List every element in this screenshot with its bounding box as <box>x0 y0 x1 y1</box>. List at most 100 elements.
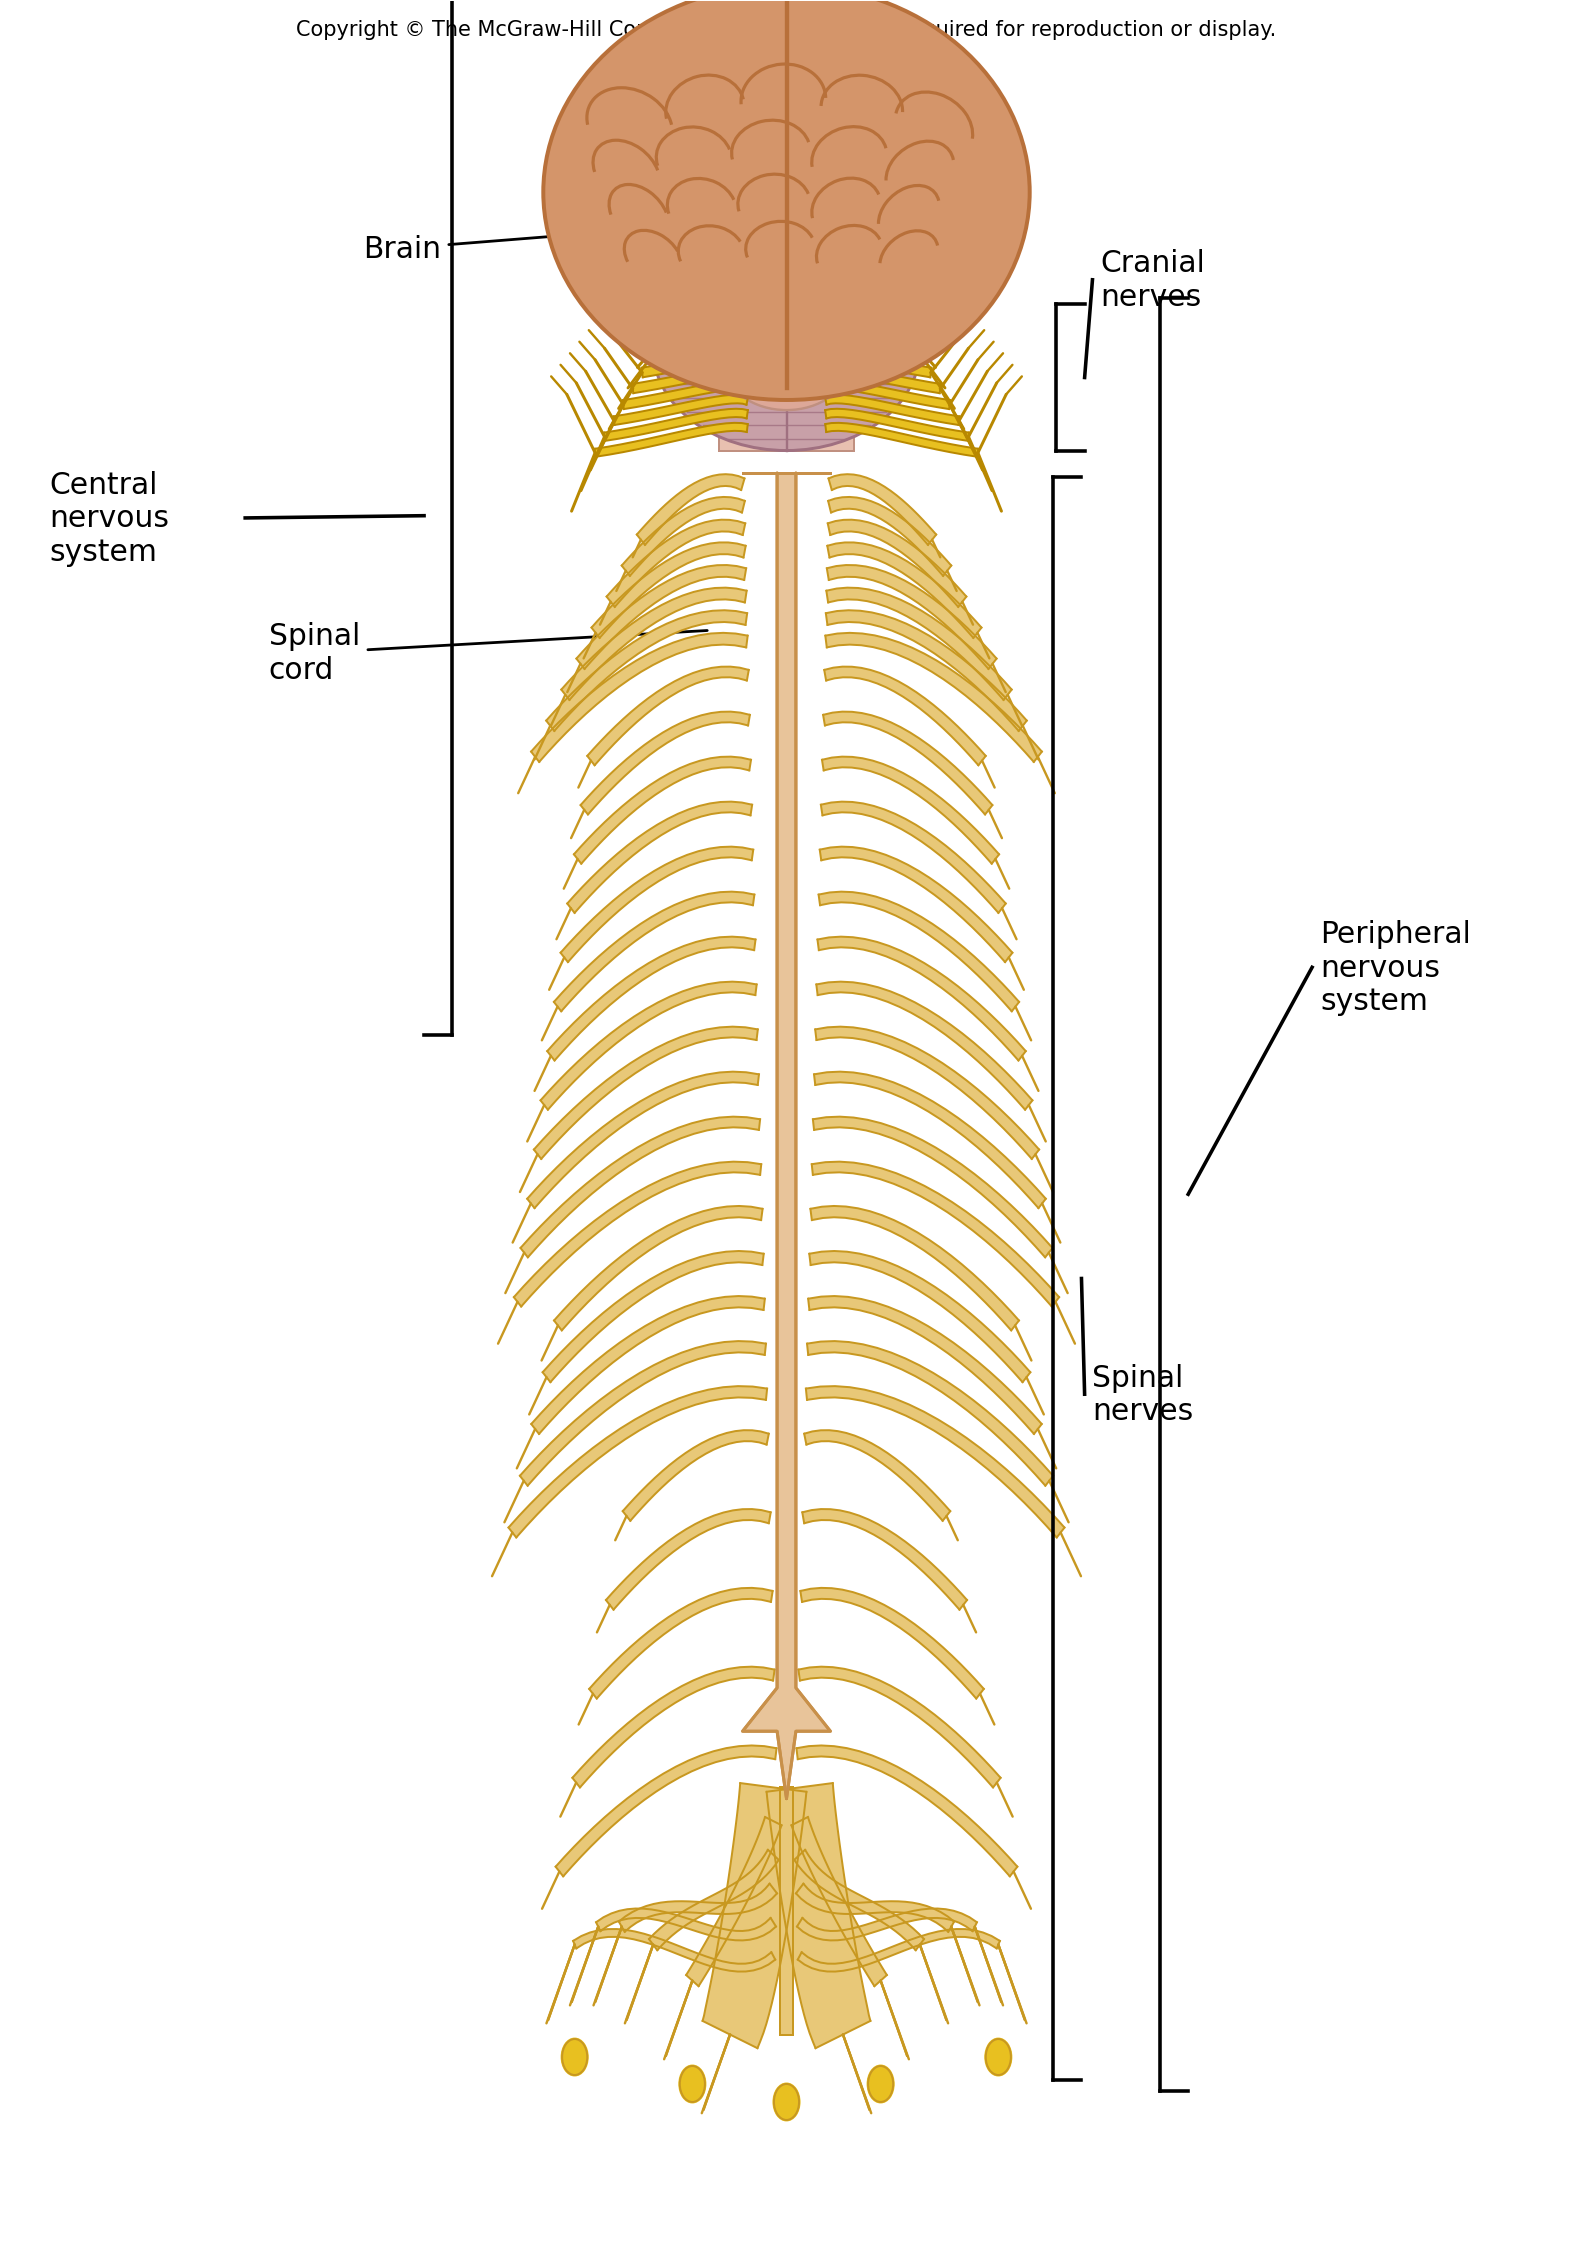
Polygon shape <box>521 1341 766 1485</box>
Polygon shape <box>827 542 982 639</box>
Polygon shape <box>798 1908 977 1940</box>
Polygon shape <box>595 423 747 457</box>
Polygon shape <box>573 1667 774 1789</box>
Polygon shape <box>824 396 960 425</box>
Circle shape <box>774 2084 799 2120</box>
Polygon shape <box>815 1071 1046 1208</box>
Polygon shape <box>824 353 931 378</box>
Text: Cranial
nerves: Cranial nerves <box>1100 250 1205 313</box>
Polygon shape <box>796 1746 1018 1876</box>
Polygon shape <box>543 1251 764 1381</box>
Polygon shape <box>796 1883 955 1933</box>
Polygon shape <box>820 848 1013 963</box>
Polygon shape <box>742 475 831 1798</box>
Polygon shape <box>804 1431 950 1521</box>
Text: Copyright © The McGraw-Hill Companies, Inc. Permission required for reproduction: Copyright © The McGraw-Hill Companies, I… <box>296 20 1277 40</box>
Polygon shape <box>823 758 999 864</box>
Circle shape <box>986 2038 1011 2074</box>
Polygon shape <box>541 981 757 1109</box>
Polygon shape <box>604 410 747 441</box>
Polygon shape <box>623 1431 769 1521</box>
Polygon shape <box>823 713 993 814</box>
Polygon shape <box>827 520 966 608</box>
Polygon shape <box>824 367 941 394</box>
Polygon shape <box>661 324 753 346</box>
Polygon shape <box>587 668 749 765</box>
Text: Spinal
nerves: Spinal nerves <box>1093 1364 1194 1426</box>
Polygon shape <box>521 1116 760 1258</box>
Polygon shape <box>809 1296 1041 1433</box>
Ellipse shape <box>725 322 848 412</box>
Circle shape <box>868 2066 893 2102</box>
Polygon shape <box>809 1251 1030 1381</box>
Polygon shape <box>799 1667 1000 1789</box>
Polygon shape <box>824 380 950 409</box>
Polygon shape <box>606 1510 771 1611</box>
Polygon shape <box>686 1818 782 1987</box>
Polygon shape <box>554 1206 763 1330</box>
Polygon shape <box>547 938 755 1062</box>
Polygon shape <box>591 542 746 639</box>
Polygon shape <box>703 1784 807 2048</box>
Polygon shape <box>826 610 1027 731</box>
Polygon shape <box>766 1784 870 2048</box>
Polygon shape <box>514 1161 761 1307</box>
Polygon shape <box>805 1386 1065 1537</box>
Polygon shape <box>742 475 831 1798</box>
Polygon shape <box>818 893 1019 1012</box>
Polygon shape <box>829 475 936 544</box>
Polygon shape <box>568 803 752 914</box>
Text: Central
nervous
system: Central nervous system <box>49 470 168 567</box>
Polygon shape <box>827 497 952 576</box>
Polygon shape <box>554 893 755 1012</box>
Polygon shape <box>801 1588 983 1699</box>
Polygon shape <box>590 1588 772 1699</box>
Polygon shape <box>826 587 1011 700</box>
Polygon shape <box>651 340 750 362</box>
Polygon shape <box>574 758 750 864</box>
Polygon shape <box>821 803 1005 914</box>
Polygon shape <box>818 938 1026 1062</box>
Polygon shape <box>813 1116 1052 1258</box>
Polygon shape <box>621 497 746 576</box>
Polygon shape <box>642 353 749 378</box>
Polygon shape <box>580 713 750 814</box>
Text: Peripheral
nervous
system: Peripheral nervous system <box>1320 920 1471 1015</box>
Polygon shape <box>826 410 969 441</box>
Circle shape <box>562 2038 587 2074</box>
Polygon shape <box>827 565 997 670</box>
Polygon shape <box>613 396 749 425</box>
Polygon shape <box>576 565 746 670</box>
Polygon shape <box>637 475 744 544</box>
Polygon shape <box>791 1818 887 1987</box>
Polygon shape <box>826 634 1041 763</box>
Polygon shape <box>810 1206 1019 1330</box>
Polygon shape <box>560 848 753 963</box>
Polygon shape <box>555 1746 777 1876</box>
Ellipse shape <box>543 0 1030 400</box>
Circle shape <box>680 2066 705 2102</box>
Polygon shape <box>802 1510 967 1611</box>
Polygon shape <box>618 1883 777 1933</box>
Ellipse shape <box>653 250 920 452</box>
Polygon shape <box>596 1908 775 1940</box>
Polygon shape <box>527 1071 758 1208</box>
Polygon shape <box>532 1296 764 1433</box>
Polygon shape <box>815 1026 1040 1159</box>
Polygon shape <box>823 340 922 362</box>
Polygon shape <box>632 367 749 394</box>
Polygon shape <box>650 1850 779 1951</box>
Text: Spinal
cord: Spinal cord <box>269 621 708 684</box>
Polygon shape <box>607 520 746 608</box>
Text: Brain: Brain <box>363 227 681 263</box>
Polygon shape <box>816 981 1032 1109</box>
Polygon shape <box>826 423 978 457</box>
Polygon shape <box>719 362 854 452</box>
Polygon shape <box>824 668 986 765</box>
Polygon shape <box>562 587 747 700</box>
Polygon shape <box>573 1928 775 1971</box>
Polygon shape <box>546 610 747 731</box>
Polygon shape <box>508 1386 768 1537</box>
Polygon shape <box>798 1928 1000 1971</box>
Polygon shape <box>794 1850 923 1951</box>
